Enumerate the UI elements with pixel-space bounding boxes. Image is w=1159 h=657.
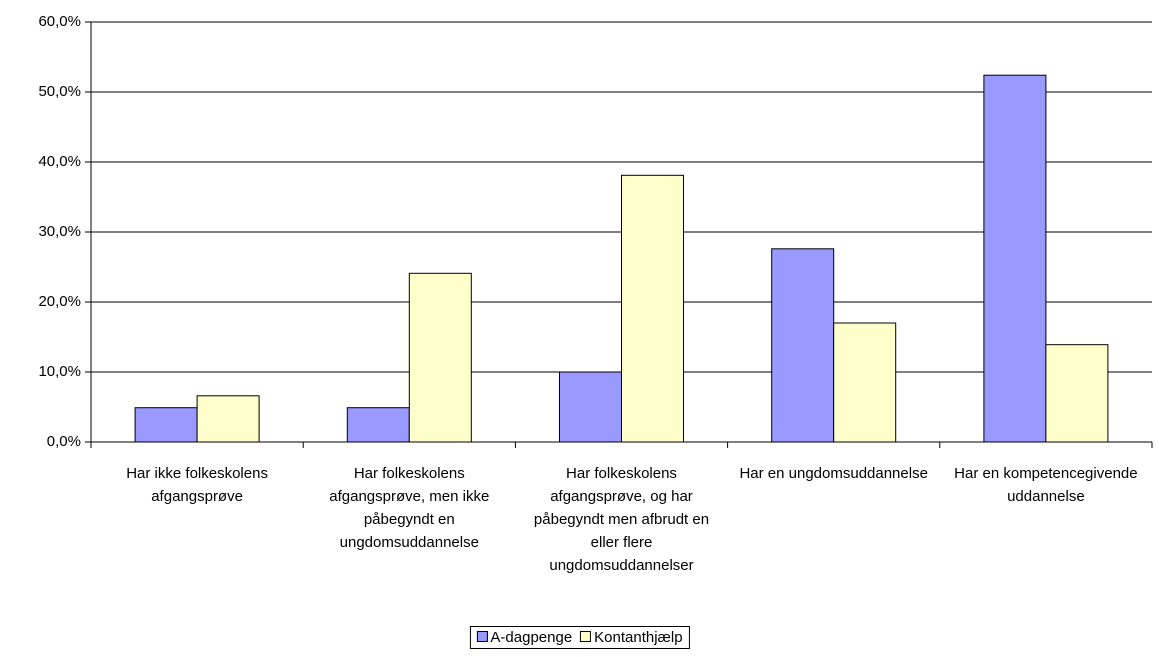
y-tick-label: 50,0%	[38, 83, 81, 100]
bar	[771, 248, 835, 443]
bar	[559, 371, 622, 443]
bar	[621, 174, 684, 443]
bar	[134, 407, 198, 443]
y-tick-label: 30,0%	[38, 223, 81, 240]
x-tick-label: Har en ungdomsuddannelse	[739, 465, 928, 482]
legend-swatch	[580, 631, 592, 642]
y-tick-label: 20,0%	[38, 293, 81, 310]
bar	[983, 74, 1047, 443]
y-tick-label: 10,0%	[38, 363, 81, 380]
bar	[833, 322, 897, 443]
legend-label: Kontanthjælp	[594, 629, 683, 646]
y-tick-label: 0,0%	[47, 433, 81, 450]
bar	[196, 395, 260, 443]
x-tick-label: Har folkeskolens afgangsprøve, men ikke …	[329, 465, 490, 551]
legend-label: A-dagpenge	[490, 629, 573, 646]
legend-item: A-dagpenge	[476, 629, 572, 646]
legend-swatch	[476, 631, 488, 642]
bar	[408, 272, 472, 443]
y-tick-label: 40,0%	[38, 153, 81, 170]
bar	[1045, 344, 1109, 443]
x-tick-label: Har ikke folkeskolens afgangsprøve	[126, 465, 268, 505]
x-tick-label: Har folkeskolens afgangsprøve, og har på…	[533, 465, 710, 574]
legend-item: Kontanthjælp	[580, 629, 683, 646]
y-tick-label: 60,0%	[38, 13, 81, 30]
legend: A-dagpenge Kontanthjælp	[469, 626, 690, 649]
bar	[346, 407, 410, 443]
x-tick-label: Har en kompetencegivende uddannelse	[954, 465, 1138, 505]
